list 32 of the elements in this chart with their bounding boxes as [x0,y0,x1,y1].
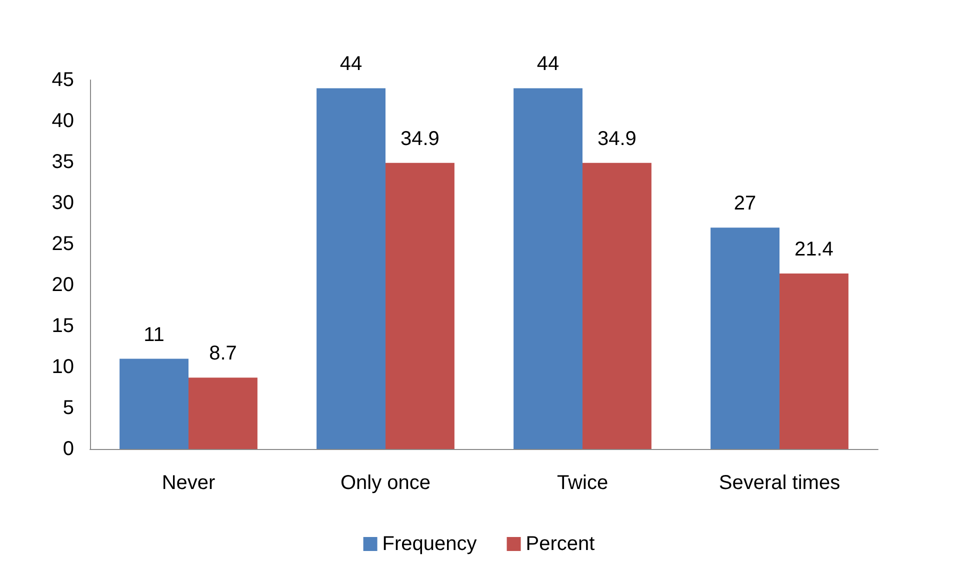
x-tick-label: Only once [340,472,431,494]
data-label: 27 [734,192,756,215]
y-tick-label: 40 [52,110,74,132]
data-label: 44 [340,53,362,76]
bar [780,274,848,449]
bar [386,162,454,449]
bar [120,358,188,449]
y-tick-label: 0 [62,438,74,460]
y-tick-label: 25 [52,233,74,255]
y-tick-label: 35 [52,151,74,173]
legend-label: Frequency [382,533,477,555]
bar [188,378,258,449]
data-label: 44 [536,53,560,76]
x-tick-label: Several times [718,472,840,494]
y-tick-label: 15 [52,315,74,337]
x-tick-label: Twice [556,472,608,494]
data-label: 34.9 [598,128,636,150]
bar [710,228,780,449]
bar [514,88,582,449]
y-tick-label: 30 [52,192,74,214]
legend-label: Percent [526,533,596,555]
data-label: 11 [144,324,164,346]
bar [316,88,386,449]
bar [582,162,652,449]
data-label: 8.7 [209,342,237,365]
y-tick-label: 10 [52,356,74,378]
data-label: 34.9 [400,128,440,150]
y-tick-label: 45 [52,69,74,91]
y-tick-label: 20 [52,274,74,296]
x-tick-label: Never [162,472,216,494]
y-tick-label: 5 [62,397,74,419]
data-label: 21.4 [794,238,834,261]
